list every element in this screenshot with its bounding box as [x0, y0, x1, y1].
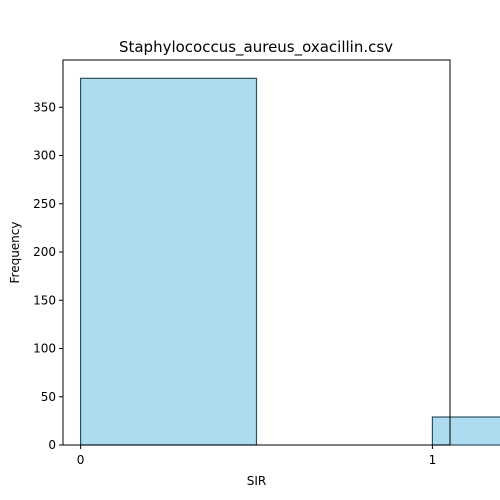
y-tick-label: 350: [33, 100, 56, 114]
y-tick-label: 50: [41, 390, 56, 404]
y-tick-label: 0: [48, 438, 56, 452]
y-tick-label: 250: [33, 197, 56, 211]
bars-group: [79, 77, 500, 446]
x-axis-label: SIR: [247, 474, 267, 488]
y-tick-label: 150: [33, 293, 56, 307]
x-tick-label: 1: [429, 453, 437, 467]
y-tick-label: 100: [33, 342, 56, 356]
histogram-bar-1: [431, 416, 500, 446]
y-axis-label: Frequency: [8, 222, 22, 284]
chart-title: Staphylococcus_aureus_oxacillin.csv: [119, 38, 393, 57]
y-axis-ticks: 0 50 100 150 200 250 300 350: [33, 100, 63, 452]
histogram-bar-0: [79, 77, 258, 446]
plot-frame: [62, 59, 451, 446]
x-tick-label: 0: [77, 453, 85, 467]
y-tick-label: 300: [33, 149, 56, 163]
y-tick-label: 200: [33, 245, 56, 259]
